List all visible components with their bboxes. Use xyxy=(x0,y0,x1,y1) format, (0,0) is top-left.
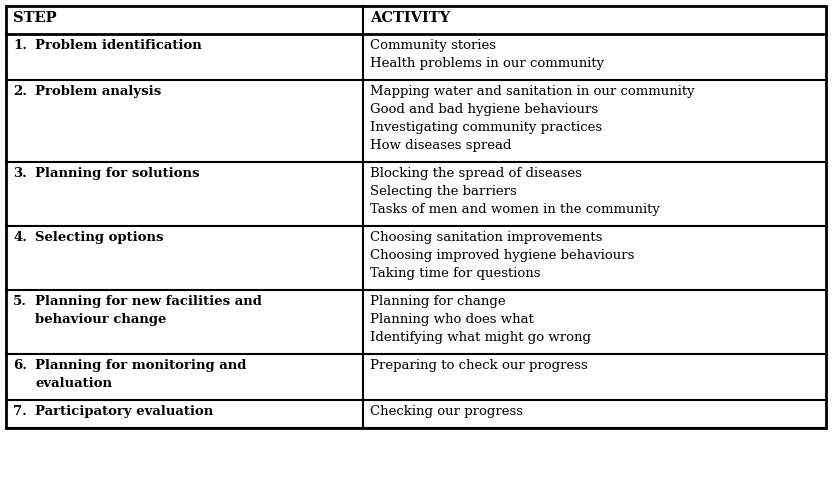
Text: Problem analysis: Problem analysis xyxy=(35,85,161,98)
Text: Preparing to check our progress: Preparing to check our progress xyxy=(369,359,587,372)
Text: 4.: 4. xyxy=(13,231,27,244)
Text: Community stories: Community stories xyxy=(369,39,496,52)
Text: 3.: 3. xyxy=(13,167,27,180)
Text: Choosing sanitation improvements: Choosing sanitation improvements xyxy=(369,231,602,244)
Text: Planning for solutions: Planning for solutions xyxy=(35,167,200,180)
Text: Good and bad hygiene behaviours: Good and bad hygiene behaviours xyxy=(369,103,598,116)
Text: Taking time for questions: Taking time for questions xyxy=(369,267,540,280)
Bar xyxy=(6,6,826,428)
Text: Planning for new facilities and: Planning for new facilities and xyxy=(35,295,262,308)
Bar xyxy=(6,6,826,428)
Text: evaluation: evaluation xyxy=(35,377,112,390)
Text: Planning for change: Planning for change xyxy=(369,295,505,308)
Text: 5.: 5. xyxy=(13,295,27,308)
Text: Planning who does what: Planning who does what xyxy=(369,313,533,326)
Text: Identifying what might go wrong: Identifying what might go wrong xyxy=(369,331,591,344)
Text: STEP: STEP xyxy=(13,11,57,25)
Text: ACTIVITY: ACTIVITY xyxy=(369,11,450,25)
Text: Planning for monitoring and: Planning for monitoring and xyxy=(35,359,246,372)
Text: Selecting options: Selecting options xyxy=(35,231,164,244)
Text: behaviour change: behaviour change xyxy=(35,313,166,326)
Text: Health problems in our community: Health problems in our community xyxy=(369,57,604,70)
Text: Tasks of men and women in the community: Tasks of men and women in the community xyxy=(369,203,660,216)
Text: Investigating community practices: Investigating community practices xyxy=(369,121,602,134)
Text: 2.: 2. xyxy=(13,85,27,98)
Text: Blocking the spread of diseases: Blocking the spread of diseases xyxy=(369,167,582,180)
Text: Checking our progress: Checking our progress xyxy=(369,405,522,418)
Text: Problem identification: Problem identification xyxy=(35,39,201,52)
Text: Choosing improved hygiene behaviours: Choosing improved hygiene behaviours xyxy=(369,249,634,262)
Text: Participatory evaluation: Participatory evaluation xyxy=(35,405,213,418)
Text: 6.: 6. xyxy=(13,359,27,372)
Text: Mapping water and sanitation in our community: Mapping water and sanitation in our comm… xyxy=(369,85,695,98)
Text: How diseases spread: How diseases spread xyxy=(369,139,511,152)
Text: 1.: 1. xyxy=(13,39,27,52)
Text: Selecting the barriers: Selecting the barriers xyxy=(369,185,517,198)
Text: 7.: 7. xyxy=(13,405,27,418)
